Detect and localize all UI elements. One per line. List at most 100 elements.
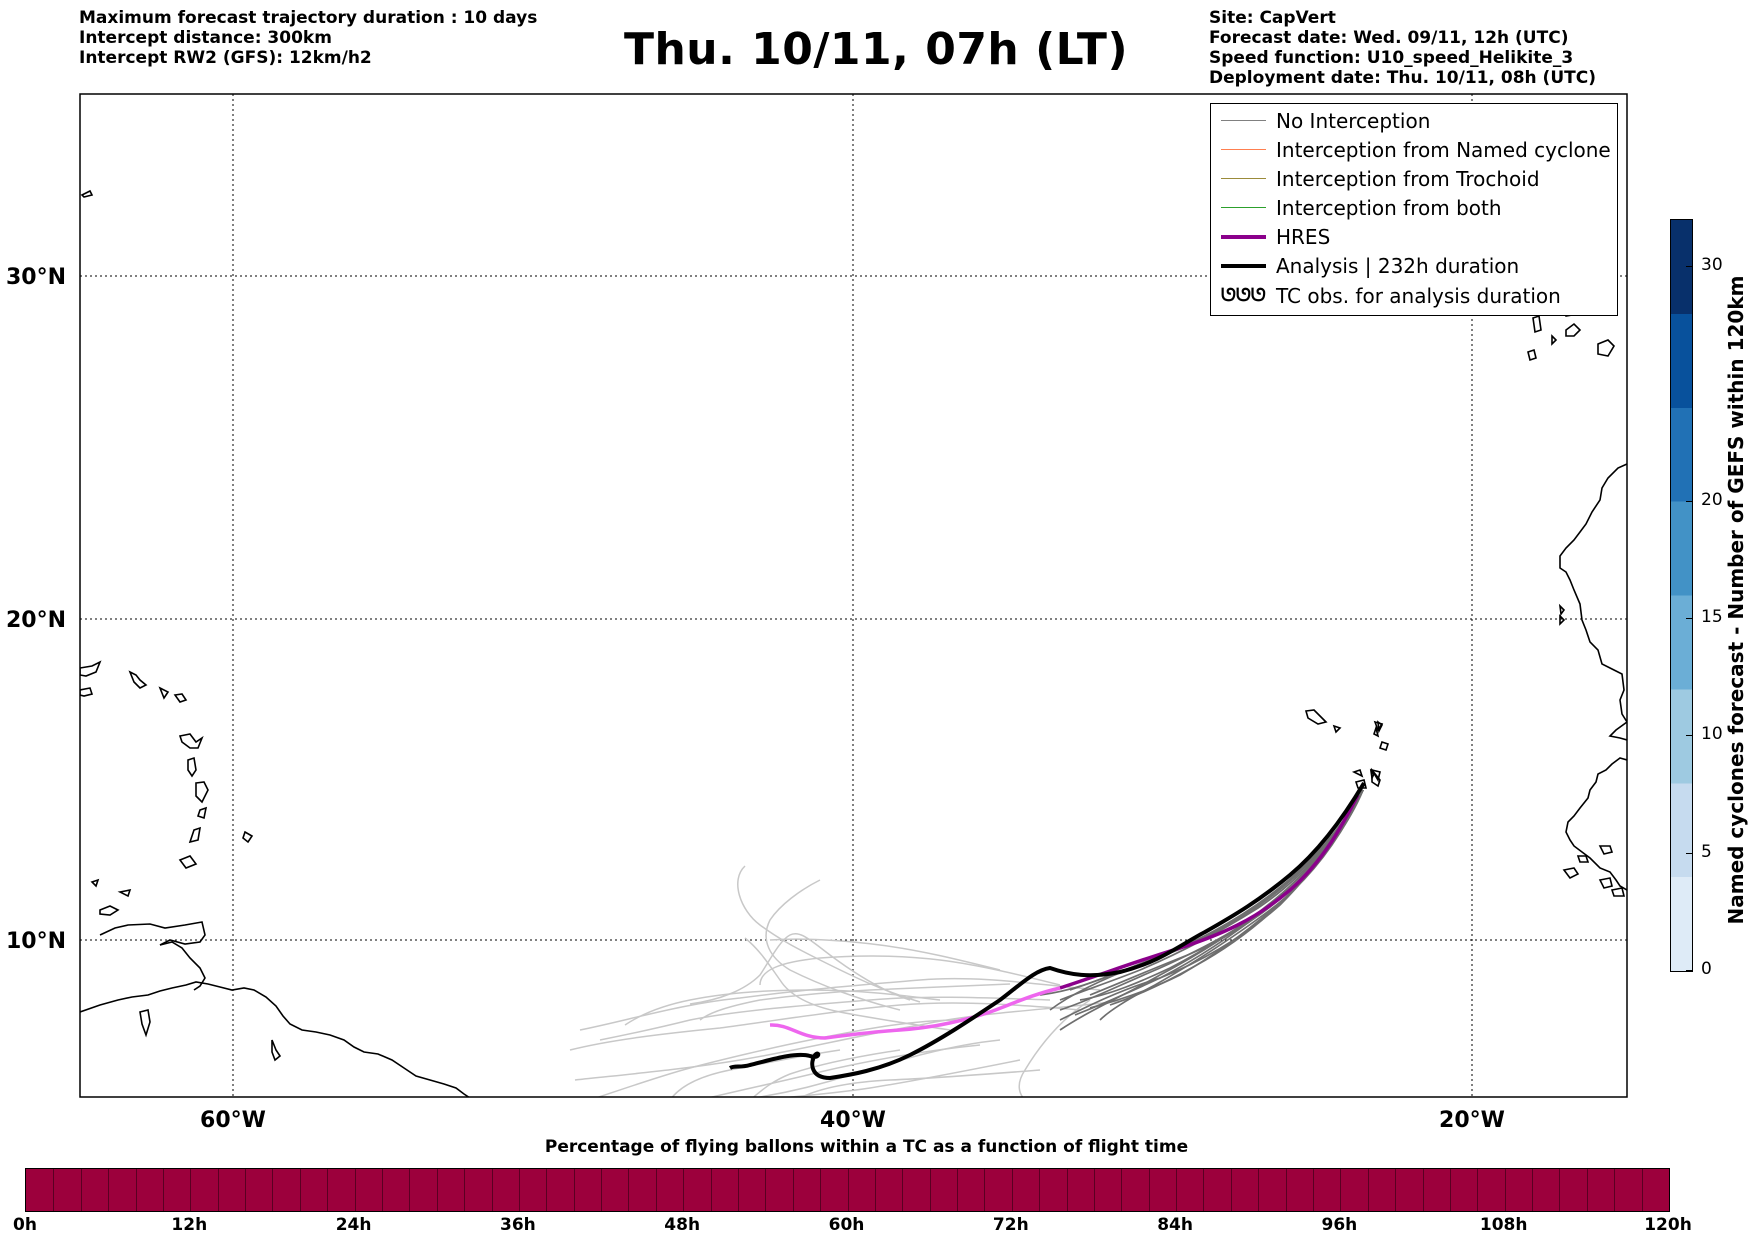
colorbar-tick-label: 10 bbox=[1701, 724, 1723, 745]
colorbar-segment-line bbox=[1258, 1169, 1260, 1211]
colorbar-segment-line bbox=[573, 1169, 575, 1211]
colorbar-segment-line bbox=[436, 1169, 438, 1211]
legend: No Interception Interception from Named … bbox=[1210, 103, 1618, 316]
colorbar-segment-line bbox=[299, 1169, 301, 1211]
legend-line bbox=[1221, 264, 1266, 268]
header-line: Site: CapVert bbox=[1209, 8, 1336, 28]
colorbar-segment-line bbox=[683, 1169, 685, 1211]
colorbar-tick-label: 96h bbox=[1321, 1215, 1358, 1235]
header-left: Maximum forecast trajectory duration : 1… bbox=[79, 8, 537, 68]
legend-item-both: Interception from both bbox=[1211, 194, 1617, 223]
colorbar-tick-label: 48h bbox=[664, 1215, 701, 1235]
colorbar-segment-line bbox=[354, 1169, 356, 1211]
colorbar-tick-mark bbox=[1686, 970, 1692, 971]
colorbar-segment-line bbox=[1148, 1169, 1150, 1211]
colorbar-segment-line bbox=[1093, 1169, 1095, 1211]
legend-line bbox=[1221, 235, 1266, 239]
colorbar-segment-line bbox=[1340, 1169, 1342, 1211]
page-title: Thu. 10/11, 07h (LT) bbox=[623, 24, 1129, 75]
ensemble-trajectories-faded bbox=[569, 865, 1129, 1097]
colorbar-segment-line bbox=[655, 1169, 657, 1211]
legend-line bbox=[1221, 120, 1266, 121]
colorbar-tick-label: 24h bbox=[335, 1215, 372, 1235]
legend-label: Interception from both bbox=[1276, 196, 1502, 220]
colorbar-tick-label: 120h bbox=[1644, 1215, 1692, 1235]
colorbar-segment-line bbox=[1532, 1169, 1534, 1211]
colorbar-segment-line bbox=[1395, 1169, 1397, 1211]
colorbar-tick-label: 0h bbox=[13, 1215, 37, 1235]
flight-time-colorbar bbox=[25, 1168, 1670, 1212]
colorbar-segment-line bbox=[409, 1169, 411, 1211]
named-cyclone-colorbar bbox=[1670, 219, 1693, 972]
colorbar-segment-line bbox=[464, 1169, 466, 1211]
colorbar-segment-line bbox=[902, 1169, 904, 1211]
header-line: Speed function: U10_speed_Helikite_3 bbox=[1209, 48, 1574, 68]
map-grid bbox=[80, 94, 1627, 1097]
legend-label: No Interception bbox=[1276, 109, 1431, 133]
header-line: Forecast date: Wed. 09/11, 12h (UTC) bbox=[1209, 28, 1569, 48]
colorbar-tick-mark bbox=[1686, 265, 1692, 267]
colorbar-tick-label: 30 bbox=[1701, 254, 1723, 275]
colorbar-segment-line bbox=[765, 1169, 767, 1211]
colorbar-segment-line bbox=[245, 1169, 247, 1211]
legend-item-named-cyclone: Interception from Named cyclone bbox=[1211, 136, 1617, 165]
colorbar-tick-label: 5 bbox=[1701, 841, 1712, 862]
colorbar-segment-line bbox=[1477, 1169, 1479, 1211]
colorbar-segment-line bbox=[1285, 1169, 1287, 1211]
colorbar-segment-line bbox=[381, 1169, 383, 1211]
colorbar-segment-line bbox=[820, 1169, 822, 1211]
legend-item-tc-obs: ᘎᘎᘎ TC obs. for analysis duration bbox=[1211, 282, 1617, 311]
colorbar-segment-line bbox=[1176, 1169, 1178, 1211]
legend-item-analysis: Analysis | 232h duration bbox=[1211, 252, 1617, 281]
colorbar-segment-line bbox=[957, 1169, 959, 1211]
colorbar-segment-line bbox=[546, 1169, 548, 1211]
legend-label: Interception from Named cyclone bbox=[1276, 138, 1611, 162]
colorbar-segment-line bbox=[737, 1169, 739, 1211]
colorbar-segment-line bbox=[1641, 1169, 1643, 1211]
lat-label-10n: 10°N bbox=[6, 929, 66, 954]
colorbar-segment-line bbox=[1066, 1169, 1068, 1211]
header-line: Intercept RW2 (GFS): 12km/h2 bbox=[79, 48, 372, 68]
colorbar-segment-line bbox=[272, 1169, 274, 1211]
colorbar-segment-line bbox=[1203, 1169, 1205, 1211]
colorbar-segment-line bbox=[1039, 1169, 1041, 1211]
colorbar-tick-label: 20 bbox=[1701, 489, 1723, 510]
coastline bbox=[80, 189, 1627, 1097]
colorbar-tick-label: 0 bbox=[1701, 959, 1712, 979]
colorbar-segment-line bbox=[80, 1169, 82, 1211]
legend-line bbox=[1221, 178, 1266, 179]
colorbar-tick-label: 84h bbox=[1157, 1215, 1193, 1235]
header-line: Maximum forecast trajectory duration : 1… bbox=[79, 8, 538, 28]
legend-line bbox=[1221, 207, 1266, 208]
named-cyclone-colorbar-label: Named cyclones forecast - Number of GEFS… bbox=[1724, 275, 1748, 925]
hres-trajectory bbox=[1059, 794, 1360, 990]
colorbar-segment-line bbox=[1586, 1169, 1588, 1211]
colorbar-segment-line bbox=[1504, 1169, 1506, 1211]
colorbar-segment-line bbox=[491, 1169, 493, 1211]
colorbar-segment-line bbox=[710, 1169, 712, 1211]
colorbar-segment-line bbox=[628, 1169, 630, 1211]
map-frame bbox=[79, 93, 1628, 1098]
cyclone-symbol-icon: ᘎᘎᘎ bbox=[1221, 285, 1266, 306]
colorbar-segment-line bbox=[518, 1169, 520, 1211]
colorbar-segment-line bbox=[1422, 1169, 1424, 1211]
legend-label: HRES bbox=[1276, 225, 1331, 249]
legend-item-hres: HRES bbox=[1211, 223, 1617, 252]
lon-label-40w: 40°W bbox=[820, 1108, 886, 1133]
colorbar-segment-line bbox=[327, 1169, 329, 1211]
colorbar-tick-label: 60h bbox=[828, 1215, 865, 1235]
colorbar-segment-line bbox=[190, 1169, 192, 1211]
hres-trajectory-faded bbox=[769, 986, 1061, 1040]
colorbar-tick-label: 12h bbox=[171, 1215, 208, 1235]
colorbar-segment-line bbox=[874, 1169, 876, 1211]
colorbar-segment-line bbox=[162, 1169, 164, 1211]
colorbar-segment-line bbox=[847, 1169, 849, 1211]
lat-label-20n: 20°N bbox=[6, 608, 66, 633]
colorbar-segment-line bbox=[1121, 1169, 1123, 1211]
ensemble-trajectories bbox=[1039, 789, 1364, 1031]
colorbar-tick-label: 36h bbox=[500, 1215, 536, 1235]
colorbar-segment-line bbox=[1559, 1169, 1561, 1211]
colorbar-segment-line bbox=[1011, 1169, 1013, 1211]
colorbar-segment-line bbox=[108, 1169, 110, 1211]
